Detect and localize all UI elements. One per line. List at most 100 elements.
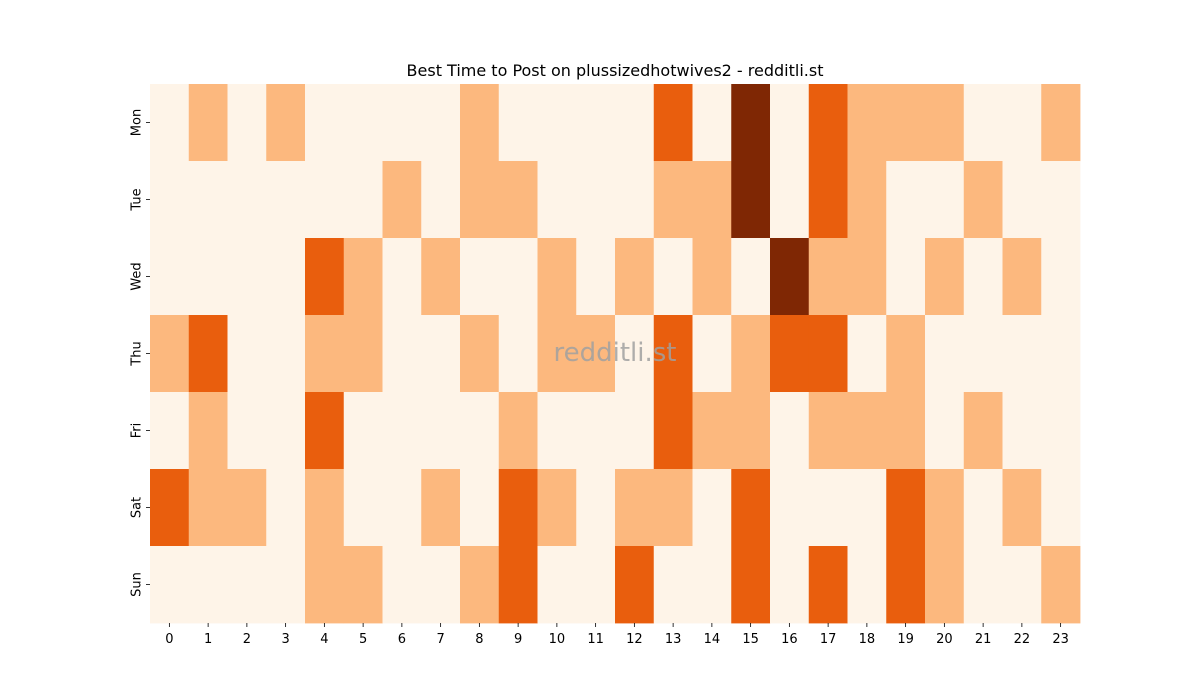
- heatmap-cell: [188, 469, 228, 547]
- heatmap-cell: [770, 84, 810, 162]
- heatmap-cell: [305, 238, 345, 316]
- heatmap-cell: [692, 161, 732, 239]
- heatmap-cell: [266, 546, 306, 624]
- heatmap-cell: [963, 469, 1003, 547]
- heatmap-cell: [266, 238, 306, 316]
- heatmap-cell: [925, 238, 965, 316]
- heatmap-cell: [421, 84, 461, 162]
- heatmap-cell: [382, 315, 422, 393]
- heatmap-cell: [460, 84, 500, 162]
- x-tick-label: 12: [626, 632, 643, 647]
- heatmap-cell: [498, 469, 538, 547]
- x-tick-label: 14: [704, 632, 721, 647]
- heatmap-cell: [150, 315, 190, 393]
- heatmap-cell: [382, 84, 422, 162]
- heatmap-cell: [343, 84, 383, 162]
- heatmap-cell: [1041, 161, 1081, 239]
- heatmap-cell: [382, 161, 422, 239]
- x-tick-label: 16: [781, 632, 798, 647]
- heatmap-cell: [537, 392, 577, 470]
- heatmap-cell: [847, 315, 887, 393]
- heatmap-cell: [460, 392, 500, 470]
- heatmap-cell: [615, 161, 655, 239]
- y-tick-label: Mon: [130, 109, 145, 136]
- y-tick-label: Thu: [130, 341, 145, 366]
- heatmap-cell: [382, 546, 422, 624]
- heatmap-cell: [925, 392, 965, 470]
- heatmap-cell: [653, 84, 693, 162]
- heatmap-cell: [421, 546, 461, 624]
- heatmap-cell: [615, 238, 655, 316]
- heatmap-cell: [808, 84, 848, 162]
- heatmap-cell: [731, 546, 771, 624]
- heatmap-cell: [886, 392, 926, 470]
- heatmap-cell: [925, 546, 965, 624]
- x-tick-label: 3: [281, 632, 289, 647]
- heatmap-cell: [1002, 161, 1042, 239]
- heatmap-cell: [421, 392, 461, 470]
- heatmap-cell: [653, 392, 693, 470]
- x-tick-label: 5: [359, 632, 367, 647]
- heatmap-cell: [925, 469, 965, 547]
- heatmap-cell: [266, 315, 306, 393]
- y-tick-label: Tue: [130, 188, 145, 211]
- y-axis-ticks: Mon Tue Wed Thu Fri Sat Sun: [130, 109, 150, 597]
- heatmap-cell: [382, 238, 422, 316]
- x-tick-label: 17: [820, 632, 837, 647]
- heatmap-cell: [537, 546, 577, 624]
- heatmap-cell: [731, 469, 771, 547]
- heatmap-cell: [615, 546, 655, 624]
- heatmap-cell: [808, 469, 848, 547]
- heatmap-cell: [847, 161, 887, 239]
- heatmap-cell: [770, 392, 810, 470]
- heatmap-cell: [305, 84, 345, 162]
- heatmap-cell: [770, 238, 810, 316]
- heatmap-cell: [305, 161, 345, 239]
- heatmap-cell: [963, 238, 1003, 316]
- heatmap-cell: [1002, 469, 1042, 547]
- heatmap-cell: [770, 315, 810, 393]
- heatmap-cell: [460, 546, 500, 624]
- heatmap-cell: [576, 392, 616, 470]
- watermark: redditli.st: [554, 338, 677, 368]
- heatmap-cell: [537, 469, 577, 547]
- heatmap-cell: [847, 238, 887, 316]
- heatmap-cell: [615, 392, 655, 470]
- heatmap-cell: [421, 315, 461, 393]
- heatmap-cell: [343, 161, 383, 239]
- heatmap-cell: [653, 469, 693, 547]
- heatmap-cell: [537, 161, 577, 239]
- x-tick-label: 21: [975, 632, 992, 647]
- heatmap-cell: [808, 392, 848, 470]
- heatmap-cell: [653, 161, 693, 239]
- heatmap-cell: [498, 546, 538, 624]
- heatmap-cell: [808, 546, 848, 624]
- heatmap-cell: [498, 84, 538, 162]
- heatmap-cell: [576, 84, 616, 162]
- x-tick-label: 4: [320, 632, 328, 647]
- heatmap-cell: [266, 469, 306, 547]
- heatmap-cell: [1041, 392, 1081, 470]
- heatmap-cell: [963, 546, 1003, 624]
- heatmap-cell: [382, 392, 422, 470]
- heatmap-cell: [731, 315, 771, 393]
- x-tick-label: 23: [1052, 632, 1069, 647]
- heatmap-cell: [188, 161, 228, 239]
- x-tick-label: 19: [897, 632, 914, 647]
- heatmap-cell: [498, 161, 538, 239]
- x-tick-label: 15: [742, 632, 759, 647]
- heatmap-cell: [266, 392, 306, 470]
- heatmap-cell: [227, 238, 267, 316]
- heatmap-cell: [963, 84, 1003, 162]
- x-tick-label: 11: [587, 632, 604, 647]
- heatmap-cell: [847, 469, 887, 547]
- heatmap-cell: [227, 392, 267, 470]
- heatmap-cells: [150, 84, 1081, 624]
- heatmap-cell: [615, 315, 655, 393]
- heatmap-cell: [847, 84, 887, 162]
- heatmap-cell: [421, 469, 461, 547]
- heatmap-cell: [770, 546, 810, 624]
- heatmap-cell: [537, 238, 577, 316]
- heatmap-cell: [731, 238, 771, 316]
- heatmap-cell: [847, 546, 887, 624]
